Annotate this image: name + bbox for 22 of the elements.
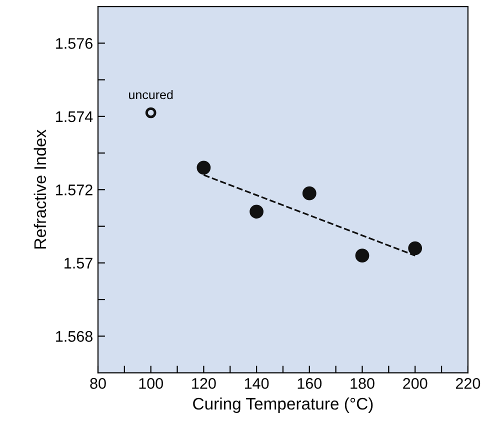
x-tick-label: 220 [456,378,480,389]
point [145,107,156,118]
x-axis-title: Curing Temperature (°C) [193,397,373,413]
x-tick-label: 160 [298,378,322,389]
annotation: uncured [129,90,173,100]
y-tick-label: 1.576 [56,38,92,49]
x-tick-label: 180 [350,378,374,389]
y-tick-label: 1.572 [56,184,92,196]
y-tick-label: 1.57 [64,258,92,269]
x-tick-label: 200 [403,378,428,389]
x-tick-label: 100 [139,378,163,389]
y-tick-label: 1.568 [56,331,92,342]
x-tick-label: 80 [90,378,106,389]
y-axis-title: Refractive Index [34,130,46,248]
x-tick-label: 140 [244,378,269,389]
point [408,241,422,256]
x-tick-label: 120 [192,378,216,389]
point [302,186,316,200]
point [355,248,370,263]
point [250,204,264,219]
y-tick-label: 1.574 [56,111,93,122]
point [196,160,211,175]
